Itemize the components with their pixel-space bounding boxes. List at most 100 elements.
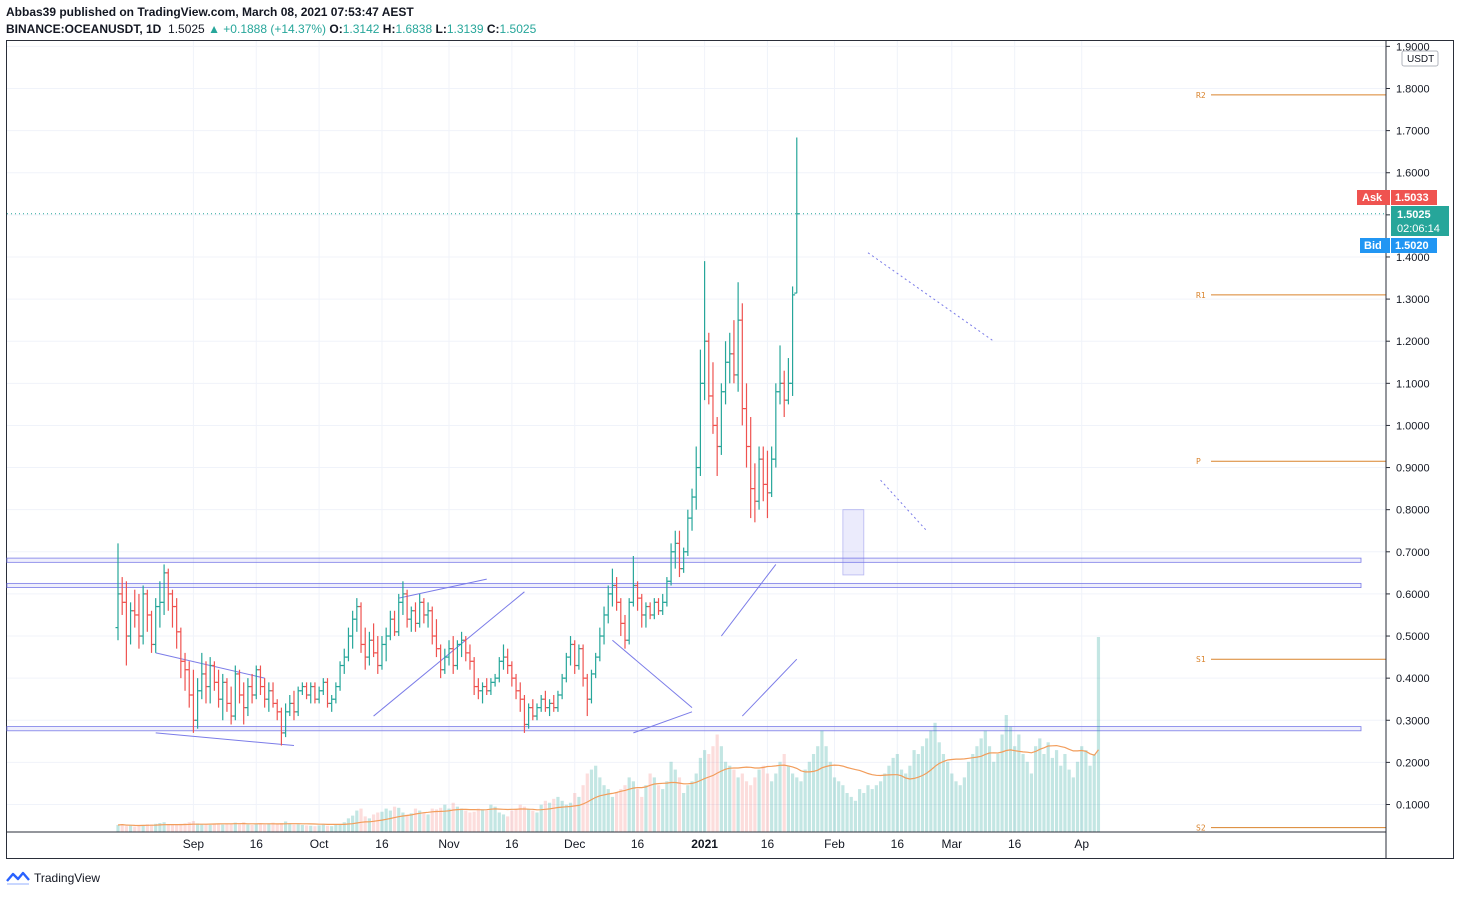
volume-bar (485, 810, 489, 832)
volume-bar (401, 812, 405, 832)
footer: TradingView (6, 871, 100, 885)
trendline (155, 732, 295, 747)
bid-value-badge (1391, 238, 1437, 253)
volume-bar (321, 824, 325, 832)
trendline (741, 658, 798, 717)
volume-bar (585, 773, 589, 832)
volume-bar (933, 722, 937, 832)
volume-bar (191, 821, 196, 832)
volume-bar (141, 824, 145, 832)
volume-bar (359, 808, 363, 832)
volume-bar (242, 822, 246, 832)
time-axis-label: Sep (183, 837, 205, 851)
volume-bar (501, 814, 506, 832)
volume-bar (795, 777, 799, 832)
volume-bar (552, 798, 556, 832)
support-resistance-zone (6, 726, 1362, 732)
time-axis-label: Nov (438, 837, 459, 851)
last-price: 1.5025 (168, 22, 205, 36)
time-axis-label: 16 (891, 837, 905, 851)
volume-bar (1008, 726, 1013, 832)
volume-bar (518, 804, 522, 832)
volume-bar (598, 777, 602, 832)
currency-label[interactable]: USDT (1407, 54, 1434, 65)
volume-bar (778, 761, 782, 832)
price-axis-label: 0.8000 (1396, 505, 1430, 517)
volume-bar (887, 765, 891, 832)
volume-bar (267, 823, 271, 832)
price-axis-label: 0.7000 (1396, 547, 1430, 559)
dotted-trendline (867, 252, 994, 342)
volume-bar (669, 761, 673, 832)
price-axis-label: 0.4000 (1396, 673, 1430, 685)
highlight-box (842, 509, 865, 576)
time-axis-label: Ap (1074, 837, 1089, 851)
volume-bar (728, 765, 732, 832)
volume-bar (1067, 769, 1071, 832)
volume-bar (824, 746, 828, 832)
volume-bar (459, 808, 464, 832)
open-value: 1.3142 (342, 22, 380, 36)
high-label: H: (382, 22, 396, 36)
volume-bar (187, 822, 191, 832)
volume-bar (468, 812, 472, 832)
volume-bar (1092, 754, 1096, 832)
volume-bar (221, 824, 225, 832)
time-axis-label: Dec (564, 837, 585, 851)
volume-bar (698, 757, 703, 832)
volume-bar (430, 808, 434, 832)
volume-bar (367, 818, 371, 832)
volume-bar (225, 823, 229, 832)
ask-label[interactable]: Ask (1362, 192, 1383, 204)
price-axis-label: 1.3000 (1396, 294, 1430, 306)
volume-bar (363, 816, 367, 832)
volume-bar (849, 796, 853, 832)
volume-bar (996, 754, 1000, 832)
volume-bar (304, 825, 309, 832)
volume-bar (946, 761, 950, 832)
volume-bar (246, 824, 250, 832)
volume-bar (480, 809, 485, 832)
volume-bar (300, 824, 304, 832)
volume-bar (1054, 750, 1059, 832)
volume-bar (434, 809, 439, 832)
tradingview-logo-icon[interactable] (6, 871, 30, 885)
price-change: +0.1888 (+14.37%) (223, 22, 327, 36)
dotted-trendline (880, 479, 928, 532)
symbol-name: BINANCE:OCEANUSDT, 1D (6, 22, 162, 36)
volume-bar (1004, 715, 1008, 832)
volume-bar (543, 800, 547, 832)
volume-bar (682, 793, 686, 832)
volume-bar (476, 808, 480, 832)
ask-badge[interactable] (1357, 190, 1390, 205)
volume-bar (137, 825, 141, 832)
volume-bar (828, 761, 832, 832)
volume-bar (124, 826, 128, 832)
pivot-label-p: P (1196, 457, 1201, 466)
volume-bar (715, 734, 719, 832)
bid-label[interactable]: Bid (1364, 240, 1382, 252)
currency-box[interactable] (1401, 50, 1439, 67)
price-axis-label: 0.5000 (1396, 631, 1430, 643)
volume-bar (413, 808, 418, 832)
volume-bar (904, 773, 908, 832)
price-axis-label: 0.2000 (1396, 757, 1430, 769)
volume-bar (284, 821, 288, 832)
volume-bar (204, 824, 208, 832)
volume-bar (183, 823, 187, 832)
low-value: 1.3139 (446, 22, 484, 36)
volume-bar (527, 808, 531, 832)
volume-bar (489, 804, 493, 832)
chart-frame[interactable] (6, 40, 1454, 859)
volume-bar (732, 769, 736, 832)
volume-bar (1063, 754, 1067, 832)
volume-bar (392, 806, 397, 832)
volume-bar (845, 793, 849, 832)
bid-badge[interactable] (1360, 238, 1390, 253)
volume-bar (866, 785, 870, 832)
volume-bar (665, 781, 669, 832)
publish-text: Abbas39 published on TradingView.com, Ma… (6, 5, 414, 19)
volume-bar (342, 822, 346, 832)
trendline (398, 578, 487, 599)
